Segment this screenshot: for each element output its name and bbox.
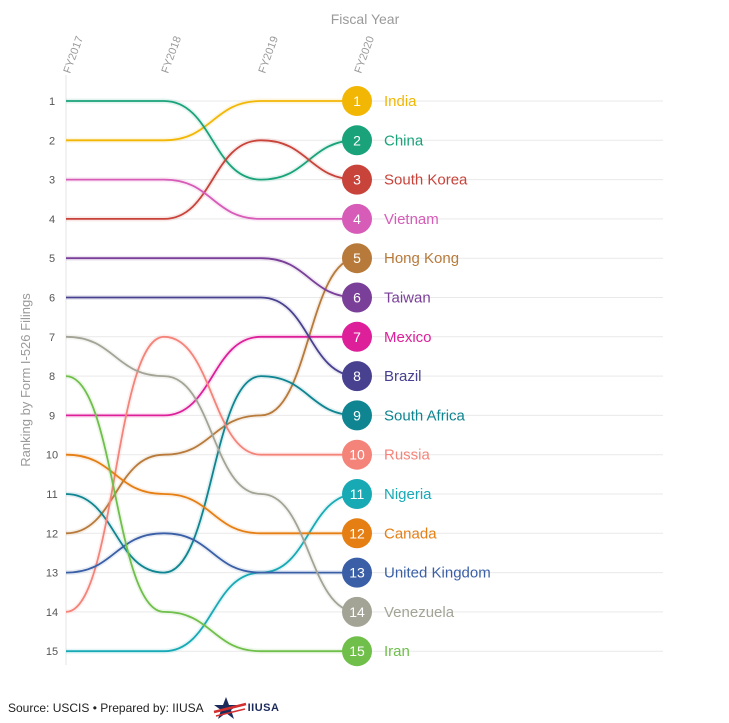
rank-marker bbox=[342, 125, 372, 156]
series-label: Iran bbox=[384, 643, 410, 660]
y-tick-label: 15 bbox=[46, 646, 58, 658]
y-tick-label: 12 bbox=[46, 528, 58, 540]
rank-number: 13 bbox=[349, 565, 365, 581]
y-tick-label: 3 bbox=[49, 175, 55, 187]
series-line bbox=[65, 375, 358, 574]
rank-number: 15 bbox=[349, 643, 365, 659]
y-tick-label: 1 bbox=[49, 96, 55, 108]
series-label: India bbox=[384, 93, 417, 110]
rank-marker bbox=[342, 479, 372, 509]
y-tick-label: 11 bbox=[46, 489, 57, 501]
chart-title: Fiscal Year bbox=[331, 11, 400, 27]
series-label: China bbox=[384, 132, 424, 149]
series-line bbox=[65, 335, 358, 613]
series-line bbox=[65, 100, 357, 142]
x-tick-label: FY2018 bbox=[160, 35, 184, 75]
series-line bbox=[65, 453, 357, 535]
rank-number: 11 bbox=[350, 486, 365, 502]
series-line bbox=[65, 335, 357, 417]
y-tick-label: 8 bbox=[49, 371, 55, 383]
series-label: Russia bbox=[384, 447, 431, 464]
series-line bbox=[66, 178, 357, 220]
rank-marker bbox=[342, 361, 372, 392]
x-tick-label: FY2017 bbox=[62, 35, 86, 75]
rank-marker bbox=[342, 596, 372, 627]
series-line bbox=[65, 532, 357, 574]
series-line bbox=[65, 139, 358, 220]
series-line bbox=[66, 257, 358, 299]
logo-text: IIUSA bbox=[247, 702, 280, 714]
rank-marker bbox=[342, 636, 372, 667]
series-line bbox=[65, 493, 358, 653]
x-tick-label: FY2020 bbox=[353, 35, 377, 75]
series-label: Canada bbox=[384, 525, 437, 542]
y-tick-label: 6 bbox=[49, 293, 55, 305]
rank-marker bbox=[342, 518, 372, 549]
rank-number: 5 bbox=[353, 250, 361, 266]
series-label: United Kingdom bbox=[384, 565, 491, 582]
rank-number: 8 bbox=[353, 368, 361, 384]
rank-number: 2 bbox=[353, 132, 361, 148]
series-label: Venezuela bbox=[384, 604, 455, 621]
footer: Source: USCIS • Prepared by: IIUSA IIUSA bbox=[8, 696, 279, 720]
rank-number: 1 bbox=[353, 93, 361, 109]
y-tick-label: 2 bbox=[49, 135, 55, 147]
series-line bbox=[65, 335, 357, 613]
rank-number: 9 bbox=[353, 407, 361, 423]
source-text: Source: USCIS • Prepared by: IIUSA bbox=[8, 701, 204, 715]
rank-number: 3 bbox=[353, 172, 361, 188]
series-label: Nigeria bbox=[384, 486, 432, 503]
series-line-glow bbox=[66, 255, 358, 300]
iiusa-logo: IIUSA bbox=[212, 696, 280, 720]
series-label: Brazil bbox=[384, 368, 422, 385]
rank-number: 4 bbox=[353, 211, 361, 227]
rank-number: 10 bbox=[349, 447, 365, 463]
series-label: South Korea bbox=[384, 172, 468, 189]
x-tick-label: FY2019 bbox=[257, 35, 281, 75]
rank-number: 6 bbox=[353, 290, 361, 306]
y-tick-label: 10 bbox=[46, 450, 58, 462]
y-axis-label: Ranking by Form I-526 Filings bbox=[18, 293, 33, 467]
rank-marker bbox=[342, 86, 372, 116]
rank-marker bbox=[342, 557, 372, 588]
bump-chart: Fiscal Year Ranking by Form I-526 Filing… bbox=[18, 11, 663, 667]
series-label: South Africa bbox=[384, 407, 466, 424]
rank-number: 7 bbox=[353, 329, 361, 345]
series-line bbox=[65, 375, 357, 653]
series-label: Taiwan bbox=[384, 290, 431, 307]
y-tick-label: 7 bbox=[49, 332, 55, 344]
series-label: Hong Kong bbox=[384, 250, 459, 267]
series-line bbox=[66, 296, 358, 377]
y-tick-label: 5 bbox=[49, 253, 55, 265]
rank-marker bbox=[342, 282, 372, 313]
rank-marker bbox=[342, 203, 372, 234]
rank-marker bbox=[342, 400, 372, 431]
y-tick-label: 14 bbox=[46, 607, 58, 619]
rank-number: 14 bbox=[349, 604, 365, 620]
rank-number: 12 bbox=[349, 525, 365, 541]
series-label: Vietnam bbox=[384, 211, 439, 228]
rank-marker bbox=[342, 243, 372, 274]
rank-marker bbox=[342, 321, 372, 352]
rank-marker bbox=[342, 164, 372, 195]
rank-marker bbox=[342, 439, 372, 470]
y-tick-label: 13 bbox=[46, 568, 58, 580]
y-tick-label: 9 bbox=[49, 410, 55, 422]
series-label: Mexico bbox=[384, 329, 432, 346]
star-icon bbox=[213, 697, 246, 719]
y-tick-label: 4 bbox=[49, 214, 55, 226]
